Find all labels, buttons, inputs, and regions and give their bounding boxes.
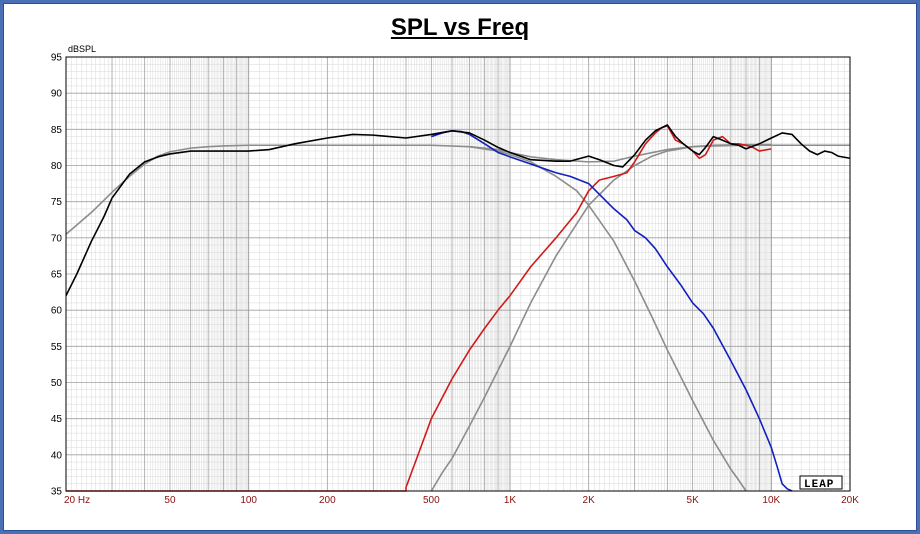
series-line-measured-tweeter — [66, 124, 772, 492]
y-tick-label: 45 — [51, 414, 63, 425]
y-tick-label: 95 — [51, 53, 63, 64]
y-tick-label: 80 — [51, 161, 63, 172]
series-line-target-highpass — [430, 143, 772, 492]
series-line-target-lowpass — [469, 145, 747, 492]
y-tick-label: 35 — [51, 487, 63, 498]
series-line-measured-sum — [65, 124, 851, 297]
y-tick-labels: 35 40 45 50 55 60 65 70 75 80 85 90 95 — [51, 53, 63, 498]
x-tick-label: 50 — [164, 495, 176, 506]
y-tick-label: 50 — [51, 378, 63, 389]
series-line-measured-woofer — [431, 129, 793, 492]
y-tick-label: 85 — [51, 125, 63, 136]
y-tick-label: 40 — [51, 450, 63, 461]
x-tick-label: 2K — [583, 495, 596, 506]
x-tick-label: 500 — [423, 495, 440, 506]
leap-logo: LEAP — [799, 475, 843, 491]
logo-text: LEAP — [804, 479, 834, 491]
x-tick-label: 10K — [762, 495, 780, 506]
x-tick-label: 1K — [504, 495, 517, 506]
x-tick-label: 20 Hz — [64, 495, 90, 506]
chart-title: SPL vs Freq — [390, 14, 530, 41]
plot-border — [65, 56, 851, 492]
series-layer — [65, 124, 851, 492]
x-tick-label: 5K — [687, 495, 700, 506]
x-tick-label: 200 — [319, 495, 336, 506]
x-tick-label: 100 — [240, 495, 257, 506]
y-tick-label: 70 — [51, 233, 63, 244]
x-tick-label: 20K — [841, 495, 859, 506]
x-tick-labels: 20 Hz 50 100 200 500 1K 2K 5K 10K 20K — [64, 495, 859, 506]
y-tick-label: 90 — [51, 89, 63, 100]
y-tick-label: 60 — [51, 306, 63, 317]
y-tick-label: 65 — [51, 270, 63, 281]
y-tick-label: 55 — [51, 342, 63, 353]
y-axis-label: dBSPL — [68, 44, 96, 54]
y-tick-label: 75 — [51, 197, 63, 208]
